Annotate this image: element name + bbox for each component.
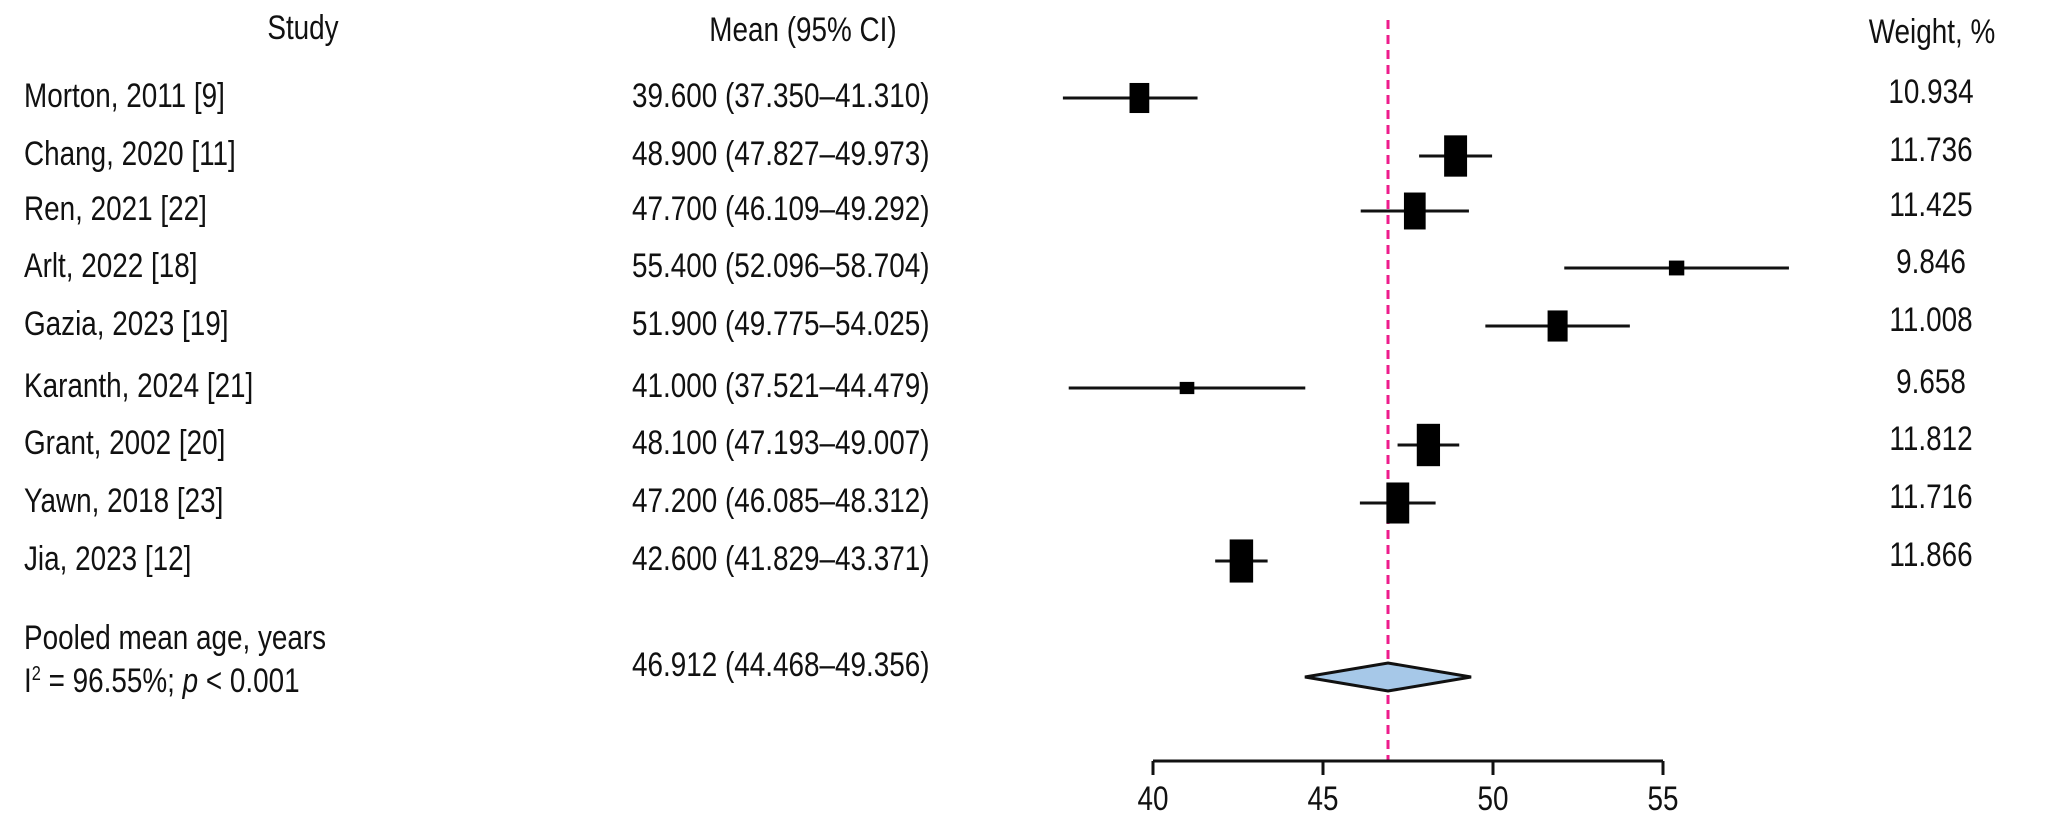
study-weight: 11.866 — [1889, 535, 1972, 573]
point-estimate-box — [1668, 260, 1685, 276]
pooled-diamond — [1304, 661, 1472, 693]
point-estimate-box — [1416, 423, 1441, 467]
study-weight: 11.425 — [1889, 185, 1972, 223]
heterogeneity-stat: I2 = 96.55%; p < 0.001 — [24, 661, 300, 699]
study-row: Arlt, 2022 [18] 55.400 (52.096–58.704) 9.8… — [24, 242, 1966, 284]
study-mean-ci: 42.600 (41.829–43.371) — [632, 539, 930, 577]
study-label: Jia, 2023 [12] — [24, 539, 191, 577]
study-weight: 9.658 — [1896, 362, 1966, 400]
study-label: Karanth, 2024 [21] — [24, 366, 253, 404]
study-label: Morton, 2011 [9] — [24, 76, 225, 114]
x-axis: 40 45 50 55 — [1137, 759, 1679, 818]
x-tick-label: 55 — [1647, 779, 1678, 817]
study-weight: 11.008 — [1889, 300, 1972, 338]
point-estimate-box — [1547, 310, 1568, 342]
study-row: Yawn, 2018 [23] 47.200 (46.085–48.312) 11.… — [24, 477, 1973, 524]
study-label: Chang, 2020 [11] — [24, 134, 236, 172]
study-row: Gazia, 2023 [19] 51.900 (49.775–54.025) 11… — [24, 300, 1973, 342]
point-estimate-box — [1403, 192, 1426, 230]
study-weight: 9.846 — [1896, 242, 1966, 280]
study-mean-ci: 48.100 (47.193–49.007) — [632, 423, 930, 461]
study-mean-ci: 39.600 (37.350–41.310) — [632, 76, 930, 114]
study-weight: 11.716 — [1889, 477, 1972, 515]
study-row: Chang, 2020 [11] 48.900 (47.827–49.973) 11… — [24, 130, 1973, 177]
header-row: Study Mean (95% CI) Weight, % — [267, 8, 1995, 50]
point-estimate-box — [1444, 135, 1468, 177]
study-row: Grant, 2002 [20] 48.100 (47.193–49.007) 11… — [24, 419, 1973, 467]
i-squared-superscript: 2 — [32, 661, 41, 684]
study-mean-ci: 55.400 (52.096–58.704) — [632, 246, 930, 284]
pooled-mean-ci: 46.912 (44.468–49.356) — [632, 645, 930, 683]
study-mean-ci: 48.900 (47.827–49.973) — [632, 134, 930, 172]
study-row: Ren, 2021 [22] 47.700 (46.109–49.292) 11.4… — [24, 185, 1973, 230]
study-label: Yawn, 2018 [23] — [24, 481, 223, 519]
pooled-row: Pooled mean age, years I2 = 96.55%; p < … — [24, 618, 1472, 700]
study-weight: 10.934 — [1888, 72, 1973, 110]
x-tick-label: 50 — [1477, 779, 1508, 817]
p-value: < 0.001 — [198, 661, 300, 699]
study-weight: 11.736 — [1889, 130, 1972, 168]
header-weight: Weight, % — [1869, 12, 1996, 50]
study-label: Gazia, 2023 [19] — [24, 304, 229, 342]
study-mean-ci: 51.900 (49.775–54.025) — [632, 304, 930, 342]
i-squared-value: = 96.55%; — [41, 661, 183, 699]
study-label: Arlt, 2022 [18] — [24, 246, 198, 284]
point-estimate-box — [1386, 482, 1410, 524]
study-mean-ci: 41.000 (37.521–44.479) — [632, 366, 930, 404]
study-label: Ren, 2021 [22] — [24, 189, 207, 227]
i-squared-symbol: I — [24, 661, 32, 699]
x-tick-label: 40 — [1137, 779, 1168, 817]
point-estimate-box — [1179, 381, 1195, 395]
study-label: Grant, 2002 [20] — [24, 423, 225, 461]
pooled-label: Pooled mean age, years — [24, 618, 326, 656]
study-rows: Morton, 2011 [9] 39.600 (37.350–41.310) 10… — [24, 72, 1974, 583]
x-tick-label: 45 — [1307, 779, 1338, 817]
header-study: Study — [267, 8, 339, 46]
header-mean-ci: Mean (95% CI) — [709, 10, 896, 48]
study-row: Morton, 2011 [9] 39.600 (37.350–41.310) 10… — [24, 72, 1974, 114]
study-mean-ci: 47.200 (46.085–48.312) — [632, 481, 930, 519]
p-symbol: p — [182, 661, 198, 699]
point-estimate-box — [1129, 82, 1150, 114]
study-weight: 11.812 — [1889, 419, 1972, 457]
point-estimate-box — [1229, 539, 1254, 583]
study-mean-ci: 47.700 (46.109–49.292) — [632, 189, 930, 227]
study-row: Karanth, 2024 [21] 41.000 (37.521–44.479)… — [24, 362, 1966, 404]
study-row: Jia, 2023 [12] 42.600 (41.829–43.371) 11.8… — [24, 535, 1973, 583]
